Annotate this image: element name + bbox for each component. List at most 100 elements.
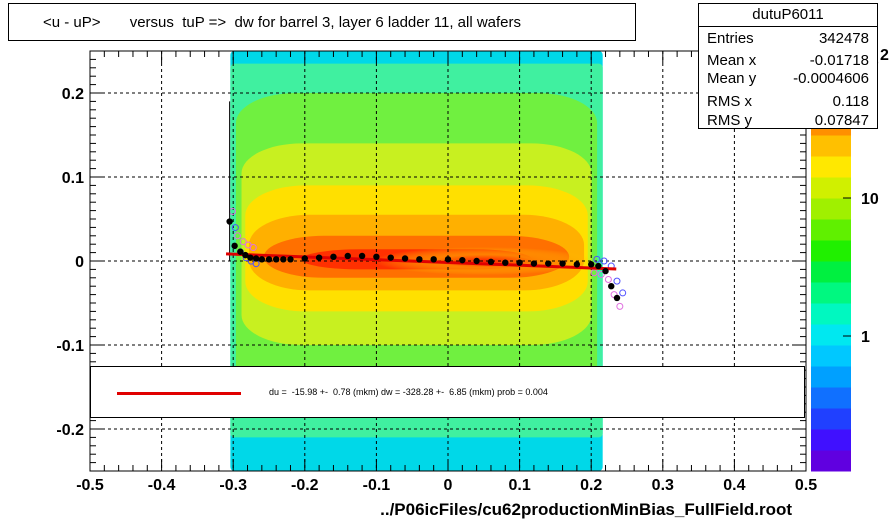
open-marker-blue — [619, 289, 627, 297]
y-tick-label: 0.2 — [62, 86, 84, 103]
profile-point — [301, 255, 308, 262]
palette-swatch — [811, 198, 851, 220]
plot-title: <u - uP> versus tuP => dw for barrel 3, … — [43, 14, 522, 31]
profile-point — [226, 218, 233, 225]
palette-swatch — [811, 261, 851, 283]
profile-point — [602, 267, 609, 275]
palette-swatch — [811, 387, 851, 409]
palette-swatch — [811, 156, 851, 178]
profile-point — [237, 248, 244, 255]
profile-point — [247, 254, 254, 261]
palette-swatch — [811, 429, 851, 451]
z-tick-label: 10 — [861, 191, 879, 208]
profile-point — [315, 254, 323, 261]
open-marker-pink — [239, 238, 247, 246]
profile-point — [613, 294, 621, 302]
stats-value: 0.07847 — [814, 112, 869, 129]
open-marker-blue — [613, 277, 621, 285]
open-marker-pink — [604, 275, 612, 283]
profile-point — [588, 261, 595, 268]
y-tick-label: 0.1 — [62, 170, 84, 187]
stats-label: RMS y — [707, 112, 752, 129]
stats-label: Mean x — [707, 52, 757, 69]
x-tick-label: -0.1 — [363, 477, 391, 494]
x-tick-label: 0.2 — [580, 477, 602, 494]
stats-name: dutuP6011 — [699, 4, 877, 27]
palette-swatch — [811, 219, 851, 241]
x-tick-label: 0.3 — [652, 477, 674, 494]
profile-point — [330, 253, 337, 260]
x-tick-label: -0.2 — [291, 477, 319, 494]
y-tick-label: -0.2 — [56, 422, 84, 439]
stats-value: 342478 — [818, 30, 869, 47]
palette-swatch — [811, 345, 851, 367]
profile-point — [387, 254, 394, 261]
open-marker-blue — [593, 255, 601, 263]
profile-point — [573, 261, 581, 268]
open-marker-pink — [249, 244, 257, 252]
stats-label: RMS x — [707, 93, 752, 110]
profile-point — [358, 252, 366, 260]
profile-point — [487, 258, 495, 266]
y-tick-label: 0 — [75, 254, 84, 271]
profile-point — [287, 256, 294, 263]
fit-legend-box: du = -15.98 +- 0.78 (mkm) dw = -328.28 +… — [90, 366, 805, 418]
profile-point — [252, 255, 260, 262]
x-tick-label: -0.3 — [219, 477, 247, 494]
profile-points — [226, 218, 621, 302]
profile-point — [258, 256, 266, 263]
profile-point — [530, 260, 538, 267]
profile-point — [608, 283, 615, 290]
profile-point — [231, 242, 238, 250]
stats-row-mean-y: Mean y -0.0004606 — [707, 70, 869, 90]
plot-title-box: <u - uP> versus tuP => dw for barrel 3, … — [8, 3, 636, 41]
profile-point — [545, 260, 552, 267]
stats-label: Entries — [707, 30, 754, 47]
stats-row-rms-y: RMS y 0.07847 — [707, 112, 869, 132]
palette-swatch — [811, 366, 851, 388]
profile-point — [595, 262, 602, 270]
profile-point — [516, 259, 523, 266]
profile-point — [473, 257, 480, 265]
palette-swatch — [811, 450, 851, 472]
open-marker-pink — [597, 270, 605, 278]
stats-value: -0.01718 — [809, 52, 869, 69]
palette-swatch — [811, 240, 851, 262]
palette-swatch — [811, 177, 851, 199]
profile-point — [373, 253, 380, 260]
open-marker-pink — [616, 302, 624, 310]
x-tick-label: -0.4 — [148, 477, 176, 494]
z-tick-exponent: 2 — [880, 47, 889, 64]
fit-legend-line — [117, 392, 241, 395]
profile-point — [416, 256, 423, 263]
x-tick-label: 0.5 — [795, 477, 817, 494]
x-tick-labels: -0.5 -0.4 -0.3 -0.2 -0.1 0 0.1 0.2 0.3 0.4 0.5 — [76, 477, 817, 494]
profile-point — [459, 256, 466, 264]
palette-swatch — [811, 303, 851, 325]
stats-value: 0.118 — [832, 93, 869, 110]
stats-row-mean-x: Mean x -0.01718 — [707, 52, 869, 72]
open-marker-blue — [600, 257, 608, 265]
y-tick-labels: 0.2 0.1 0 -0.1 -0.2 — [56, 86, 84, 439]
palette-swatch — [811, 135, 851, 157]
y-tick-label: -0.1 — [56, 338, 84, 355]
profile-point — [502, 259, 509, 266]
profile-point — [242, 251, 249, 259]
profile-point — [344, 252, 351, 260]
profile-point — [401, 255, 409, 262]
heatmap-core — [373, 247, 594, 275]
profile-point — [444, 256, 452, 263]
stats-value: -0.0004606 — [793, 70, 869, 87]
stats-row-rms-x: RMS x 0.118 — [707, 93, 869, 113]
profile-point — [430, 256, 437, 263]
x-tick-label: 0.1 — [508, 477, 530, 494]
stats-row-entries: Entries 342478 — [707, 30, 869, 50]
profile-point — [265, 256, 273, 263]
x-axis-title: ../P06icFiles/cu62productionMinBias_Full… — [380, 500, 792, 519]
open-marker-blue — [231, 224, 239, 232]
open-marker-pink — [590, 269, 598, 277]
stats-box: dutuP6011 Entries 342478 Mean x -0.01718… — [698, 3, 878, 129]
palette-swatch — [811, 408, 851, 430]
profile-point — [280, 256, 287, 263]
z-tick-label: 1 — [861, 329, 870, 346]
